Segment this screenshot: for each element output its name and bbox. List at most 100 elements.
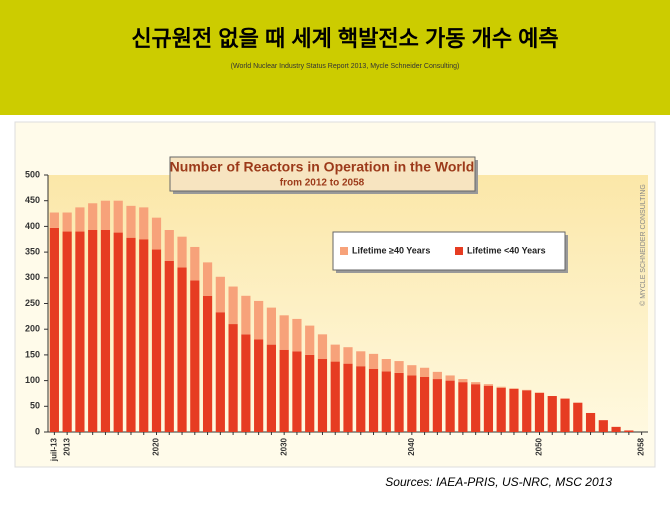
bar: [356, 366, 366, 432]
y-tick-label: 100: [25, 375, 40, 385]
bar: [483, 384, 494, 386]
bar: [585, 412, 596, 432]
y-tick-label: 350: [25, 246, 40, 256]
bar: [62, 231, 72, 432]
bar: [88, 229, 98, 432]
bar: [394, 372, 404, 432]
bar: [458, 382, 468, 432]
x-tick-label: 2040: [407, 437, 416, 455]
bar: [458, 379, 468, 383]
bar: [624, 430, 634, 432]
y-tick-label: 400: [25, 221, 40, 231]
y-tick-label: 500: [25, 169, 40, 179]
bar: [202, 295, 213, 432]
slide-subtitle: (World Nuclear Industry Status Report 20…: [231, 63, 460, 70]
bar: [368, 368, 379, 432]
bar: [330, 344, 340, 362]
x-tick-label: 2013: [62, 437, 71, 455]
bar: [356, 351, 366, 367]
bar: [100, 229, 111, 432]
bar: [292, 318, 302, 352]
bar: [75, 207, 85, 232]
bar: [509, 388, 519, 389]
bar: [151, 249, 162, 432]
legend-box: [332, 231, 566, 271]
bar: [343, 363, 353, 432]
bar: [190, 280, 200, 432]
bar: [151, 217, 162, 250]
legend-swatch: [340, 247, 348, 255]
y-tick-label: 150: [25, 349, 40, 359]
bar: [509, 388, 519, 432]
chart: 0 50 100 150 200 250 300 350 400 450 500 juil-13 201…: [25, 169, 648, 462]
bar: [611, 426, 621, 432]
bar: [534, 392, 545, 393]
sources: Sources: IAEA-PRIS, US-NRC, MSC 2013: [385, 475, 612, 489]
bar: [164, 229, 174, 261]
x-tick-label: 2050: [535, 437, 544, 455]
bar: [177, 267, 187, 432]
bar: [317, 334, 328, 360]
legend-label: Lifetime <40 Years: [467, 245, 546, 255]
bar: [534, 392, 545, 432]
bar: [292, 351, 302, 432]
bar: [254, 300, 264, 340]
bar: [598, 420, 608, 432]
bar: [420, 367, 430, 378]
bar: [560, 398, 570, 432]
bar: [407, 375, 417, 432]
bar: [266, 344, 276, 432]
title-box: [169, 156, 476, 192]
bar: [139, 207, 149, 240]
x-tick-label: 2058: [637, 437, 646, 455]
y-tick-label: 50: [30, 401, 40, 411]
bar: [228, 286, 238, 325]
legend-label: Lifetime ≥40 Years: [352, 245, 430, 255]
bar: [190, 246, 200, 281]
x-tick-label: 2020: [152, 437, 161, 455]
bar: [177, 236, 187, 268]
bar: [113, 232, 123, 432]
y-tick-label: 450: [25, 195, 40, 205]
bar: [522, 390, 532, 432]
bar: [241, 295, 251, 335]
bar: [279, 315, 289, 350]
bar: [100, 200, 111, 230]
bar: [126, 205, 136, 238]
bar: [49, 212, 59, 228]
bar: [241, 334, 251, 432]
bar: [305, 354, 315, 432]
bar: [330, 361, 340, 432]
bar: [432, 379, 442, 432]
bar: [279, 349, 289, 432]
bar: [496, 386, 506, 388]
bar: [445, 380, 455, 432]
bar: [445, 375, 455, 381]
y-tick-label: 300: [25, 272, 40, 282]
chart-subtitle: from 2012 to 2058: [280, 178, 365, 189]
bar: [62, 212, 72, 232]
bar: [420, 377, 430, 432]
bar: [139, 239, 149, 432]
bar: [113, 200, 123, 233]
legend-swatch: [455, 247, 463, 255]
bar: [381, 359, 391, 372]
y-tick-label: 200: [25, 324, 40, 334]
bar: [522, 389, 532, 391]
bar: [215, 276, 225, 313]
bar: [228, 324, 238, 432]
bar: [215, 312, 225, 432]
bar: [496, 387, 506, 432]
bar: [305, 325, 315, 355]
bar: [573, 402, 583, 432]
y-tick-label: 0: [35, 426, 40, 436]
bar: [164, 260, 174, 432]
bar: [343, 347, 353, 364]
bar: [254, 339, 264, 432]
bar: [317, 359, 328, 432]
bar: [88, 203, 98, 230]
bar: [368, 353, 379, 369]
bar: [483, 385, 494, 432]
bar: [202, 262, 213, 296]
bar: [547, 396, 557, 432]
